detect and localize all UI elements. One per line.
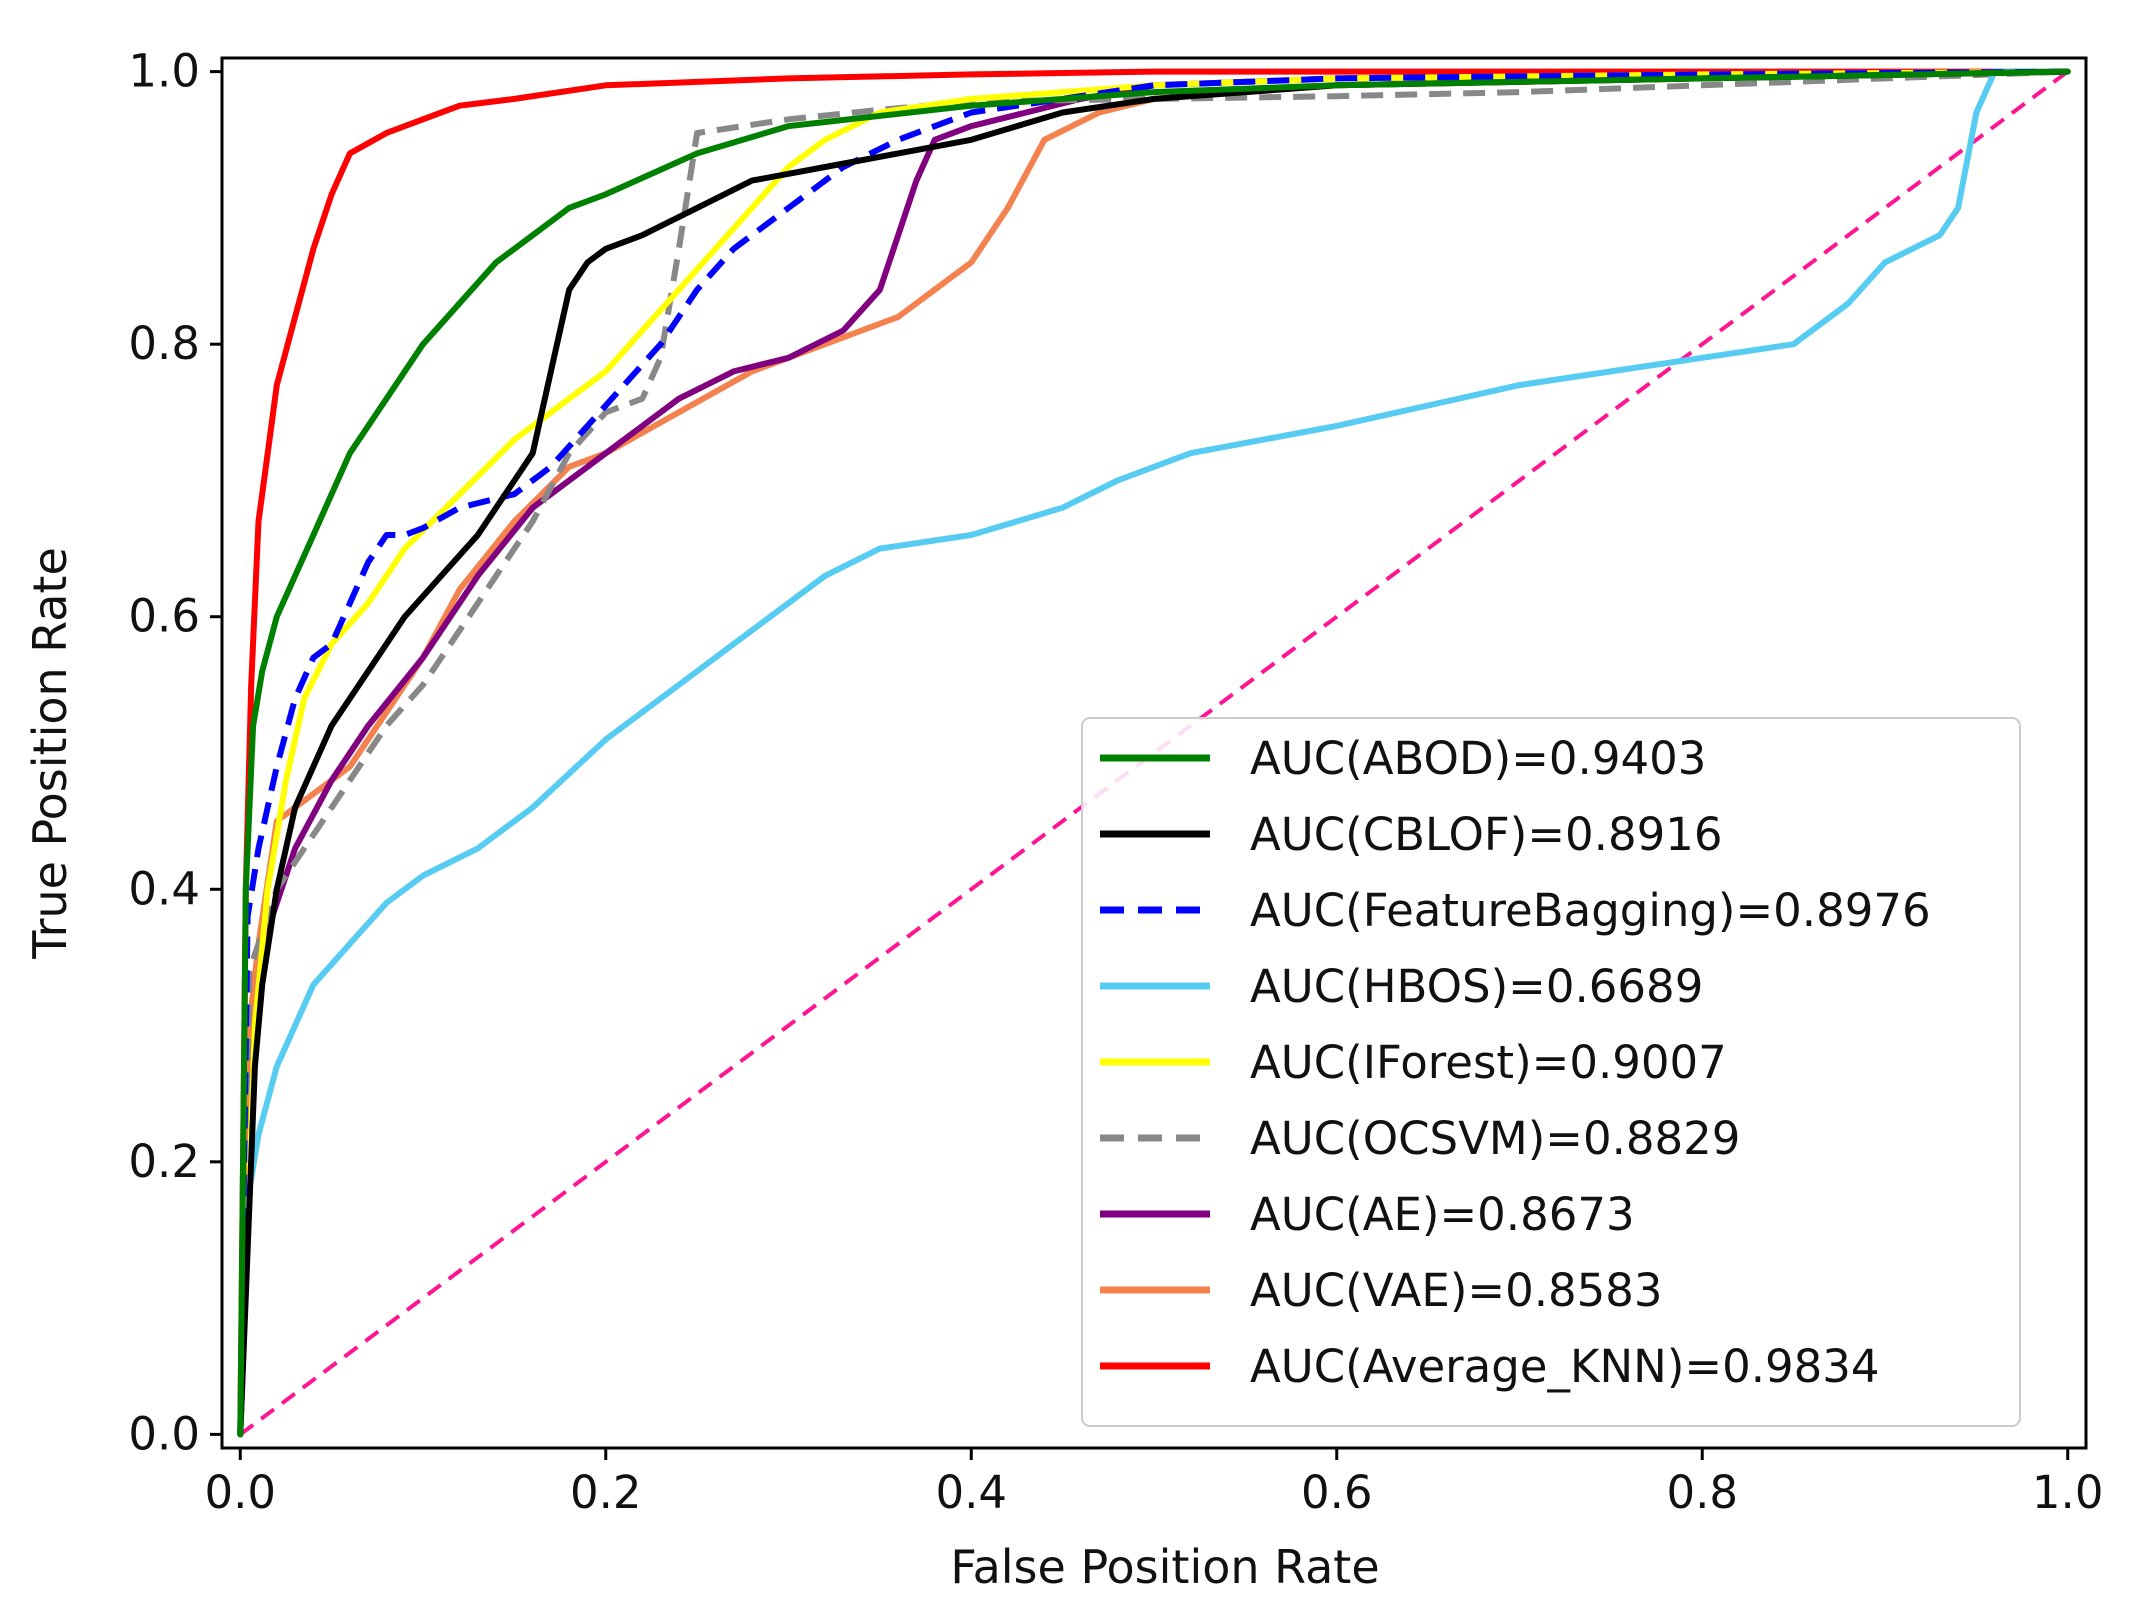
series-line-0 bbox=[237, 68, 2071, 1438]
y-tick-label: 0.6 bbox=[128, 590, 200, 643]
series-line-4 bbox=[237, 68, 2071, 1438]
x-axis-label: False Position Rate bbox=[950, 1540, 1379, 1594]
legend-box bbox=[1081, 717, 2021, 1427]
legend-label: AUC(OCSVM)=0.8829 bbox=[1250, 1112, 1740, 1165]
legend-label: AUC(IForest)=0.9007 bbox=[1250, 1036, 1727, 1089]
x-tick-label: 0.6 bbox=[1301, 1466, 1373, 1519]
series-line-8 bbox=[237, 68, 2071, 1438]
y-tick-label: 0.0 bbox=[128, 1407, 200, 1460]
y-tick-label: 0.4 bbox=[128, 862, 200, 915]
series-line-1 bbox=[237, 68, 2071, 1438]
series-layer bbox=[237, 68, 2071, 1438]
legend-label: AUC(Average_KNN)=0.9834 bbox=[1250, 1340, 1880, 1393]
axes-layer: 0.0 0.2 0.4 0.6 0.8 1.0 0.0 0.2 0.4 0.6 0.8 1.0 bbox=[128, 45, 2103, 1519]
legend-label: AUC(VAE)=0.8583 bbox=[1250, 1264, 1663, 1317]
legend-label: AUC(CBLOF)=0.8916 bbox=[1250, 808, 1722, 861]
legend-label: AUC(FeatureBagging)=0.8976 bbox=[1250, 884, 1931, 937]
x-tick-label: 0.8 bbox=[1666, 1466, 1738, 1519]
diagonal-reference-line bbox=[239, 69, 2069, 1437]
series-line-3 bbox=[237, 68, 2071, 1438]
y-tick-label: 0.8 bbox=[128, 317, 200, 370]
x-tick-label: 1.0 bbox=[2032, 1466, 2104, 1519]
legend: AUC(ABOD)=0.9403 AUC(CBLOF)=0.8916 AUC(Fea… bbox=[1081, 717, 2021, 1427]
x-tick-label: 0.0 bbox=[204, 1466, 276, 1519]
legend-label: AUC(AE)=0.8673 bbox=[1250, 1188, 1635, 1241]
y-tick-label: 0.2 bbox=[128, 1135, 200, 1188]
series-line-7 bbox=[237, 68, 2071, 1438]
x-tick-label: 0.4 bbox=[935, 1466, 1007, 1519]
x-tick-label: 0.2 bbox=[570, 1466, 642, 1519]
series-line-5 bbox=[237, 68, 2068, 1435]
y-axis-label: True Position Rate bbox=[23, 547, 77, 960]
plot-frame bbox=[220, 56, 2088, 1450]
legend-label: AUC(HBOS)=0.6689 bbox=[1250, 960, 1703, 1013]
series-line-2 bbox=[237, 68, 2068, 1435]
legend-label: AUC(ABOD)=0.9403 bbox=[1250, 732, 1706, 785]
y-tick-label: 1.0 bbox=[128, 45, 200, 98]
